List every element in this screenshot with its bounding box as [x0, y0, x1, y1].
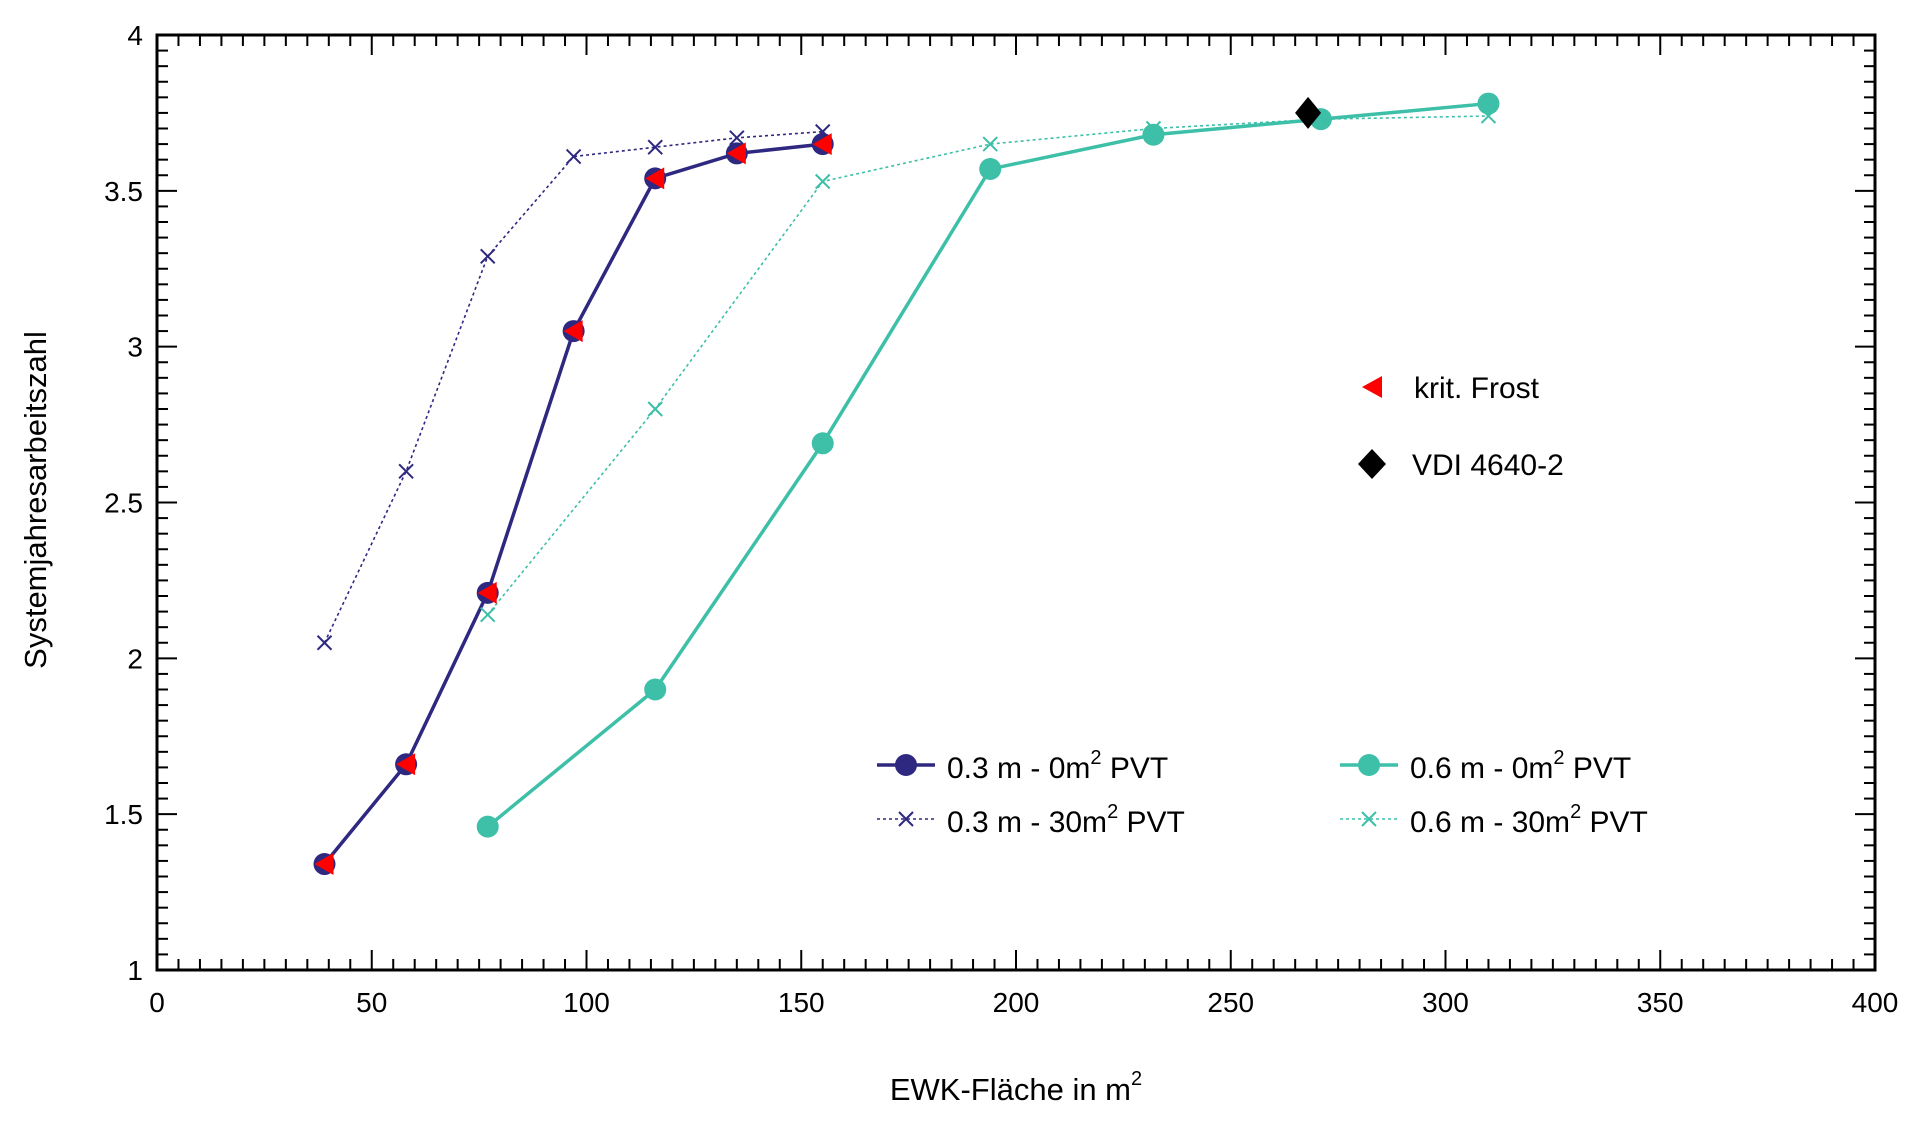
x-tick-label: 250	[1207, 987, 1254, 1018]
series-point	[982, 136, 998, 152]
series-point	[476, 815, 499, 838]
vdi-marker	[1295, 96, 1322, 129]
y-tick-label: 2.5	[104, 488, 143, 519]
legend-entry-3: 0.6 m - 30m2 PVT	[1340, 801, 1648, 839]
legend-entry-1: 0.3 m - 30m2 PVT	[877, 801, 1185, 839]
marker-group-1	[1295, 96, 1322, 129]
series-point	[979, 158, 1002, 181]
krit-frost-marker	[396, 753, 416, 776]
series-point	[647, 401, 663, 417]
series-point	[1145, 120, 1162, 137]
x-tick-label: 50	[356, 987, 387, 1018]
krit-frost-marker	[314, 853, 334, 876]
legend-vdi-symbol	[1358, 449, 1386, 479]
series-line	[323, 130, 823, 644]
series-0	[313, 133, 834, 876]
series-point	[480, 606, 496, 623]
y-tick-label: 3	[127, 332, 143, 363]
krit-frost-marker	[812, 133, 832, 156]
series-point	[1480, 108, 1497, 124]
series-point	[316, 635, 333, 651]
series-3	[480, 108, 1497, 623]
legend-label: 0.3 m - 30m2 PVT	[947, 801, 1185, 839]
legend-series: 0.3 m - 0m2 PVT 0.3 m - 30m2 PVT 0.6 m - 0…	[877, 747, 1648, 839]
axis-ticks	[156, 34, 1876, 971]
y-tick-label: 1.5	[104, 799, 143, 830]
legend-vdi-label: VDI 4640-2	[1412, 449, 1564, 482]
krit-frost-marker	[645, 167, 665, 190]
legend-symbol	[895, 754, 917, 776]
series-2	[476, 92, 1500, 838]
series-point	[729, 130, 745, 146]
series-line	[487, 115, 1489, 616]
krit-frost-marker	[726, 142, 746, 165]
series-point	[644, 678, 667, 701]
series-point	[815, 173, 831, 190]
series-point	[398, 463, 414, 480]
legend-label: 0.3 m - 0m2 PVT	[947, 747, 1168, 785]
series-point	[480, 248, 496, 264]
markers-layer	[314, 96, 1322, 876]
legend-entry-2: 0.6 m - 0m2 PVT	[1340, 747, 1631, 785]
x-tick-label: 300	[1422, 987, 1469, 1018]
series-point	[811, 432, 834, 455]
legend-symbol	[1361, 811, 1377, 827]
y-tick-label: 1	[127, 955, 143, 986]
tick-labels: 0 50 100 150 200 250 300 350 400 1 1.5 2 2.5 3 3.5 4	[104, 20, 1898, 1018]
plot-frame	[155, 33, 1877, 972]
legend-markers: krit. Frost VDI 4640-2	[1358, 372, 1564, 482]
x-tick-label: 100	[563, 987, 610, 1018]
series-point	[1477, 92, 1500, 115]
legend-symbol	[898, 811, 914, 827]
krit-frost-marker	[563, 320, 583, 343]
x-tick-label: 350	[1637, 987, 1684, 1018]
series-point	[565, 148, 582, 165]
series-point	[647, 139, 663, 155]
series-1	[316, 123, 831, 651]
legend-krit-frost-label: krit. Frost	[1414, 372, 1540, 405]
x-tick-label: 400	[1852, 987, 1899, 1018]
legend-label: 0.6 m - 0m2 PVT	[1410, 747, 1631, 785]
x-axis-label-sup: 2	[1131, 1068, 1142, 1090]
legend-entry-0: 0.3 m - 0m2 PVT	[877, 747, 1168, 785]
series-point	[1142, 123, 1165, 146]
x-axis-label: EWK-Fläche in m2	[890, 1068, 1142, 1107]
x-tick-label: 200	[993, 987, 1040, 1018]
legend-krit-frost-symbol	[1362, 376, 1382, 398]
marker-group-0	[314, 133, 832, 876]
x-axis-label-text: EWK-Fläche in m	[890, 1072, 1131, 1107]
krit-frost-marker	[477, 581, 497, 604]
x-tick-label: 150	[778, 987, 825, 1018]
y-tick-label: 3.5	[104, 176, 143, 207]
legend-label: 0.6 m - 30m2 PVT	[1410, 801, 1648, 839]
y-tick-label: 2	[127, 643, 143, 674]
x-tick-label: 0	[149, 987, 165, 1018]
y-tick-label: 4	[127, 20, 143, 51]
y-axis-label: Systemjahresarbeitszahl	[18, 331, 53, 669]
legend-symbol	[1358, 754, 1380, 776]
